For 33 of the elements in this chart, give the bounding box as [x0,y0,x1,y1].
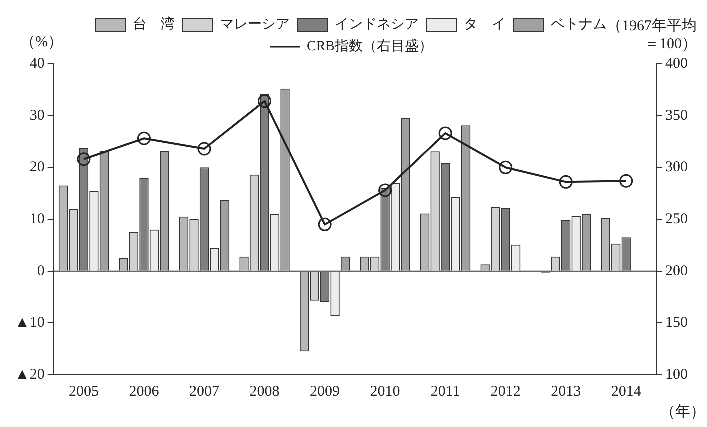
x-tick-label: 2011 [430,384,460,400]
x-tick-label: 2008 [250,384,280,400]
y-tick-label: ▲10 [14,315,45,332]
y-tick-label: 40 [30,56,45,72]
legend-label: タ イ [464,18,506,33]
legend-label: ベトナム [551,18,607,33]
legend-label: インドネシア [335,18,419,33]
y2-tick-label: 150 [666,315,688,332]
y-tick-label: 10 [30,211,45,228]
y2-axis-title: （1967年平均＝100） [607,17,697,52]
y-tick-label: 20 [30,160,45,176]
legend-label: CRB指数（右目盛） [306,38,434,55]
y-tick-label: ▲20 [14,366,45,383]
legend-label: 台 湾 [133,16,175,33]
y-tick-label: 0 [37,263,45,280]
x-tick-label: 2013 [551,384,582,400]
y2-tick-label: 250 [666,211,688,228]
x-tick-label: 2012 [490,384,521,400]
y2-tick-label: 200 [666,263,688,280]
x-tick-label: 2007 [190,384,220,400]
x-tick-label: 2009 [310,384,340,400]
y2-tick-label: 400 [666,56,688,72]
y2-tick-label: 300 [666,160,688,176]
y2-tick-label: 100 [666,366,688,383]
x-tick-label: 2005 [68,384,99,400]
y-axis-title: （%） [20,34,64,50]
y-tick-label: 30 [30,108,45,124]
x-axis-title: （年） [660,403,706,420]
x-tick-label: 2014 [611,384,642,400]
y2-tick-label: 350 [666,108,688,124]
x-tick-label: 2010 [370,384,400,400]
legend-label: マレーシア [220,18,290,33]
x-tick-label: 2006 [129,384,160,400]
